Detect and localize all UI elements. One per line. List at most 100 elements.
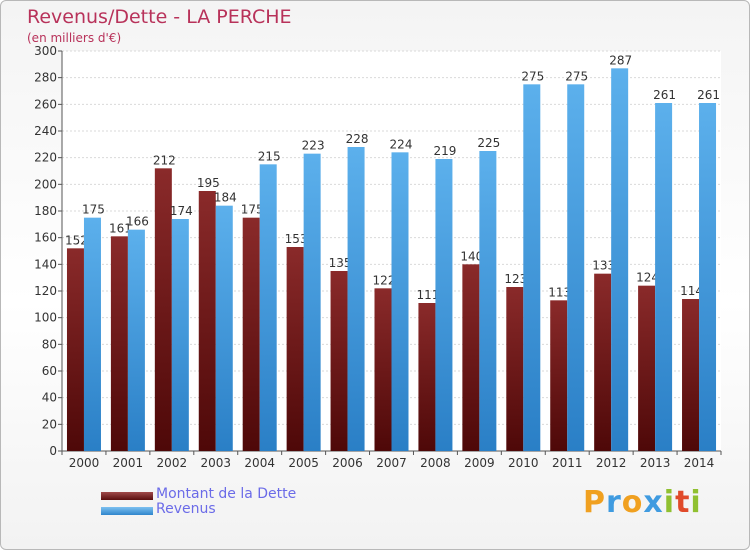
data-label-dette: 175 — [241, 203, 264, 217]
data-label-revenus: 184 — [214, 191, 237, 205]
y-tick-label: 300 — [34, 44, 57, 58]
bar-dette — [418, 303, 436, 451]
data-label-dette: 123 — [504, 272, 527, 286]
x-tick-label: 2013 — [640, 456, 671, 470]
y-tick-label: 60 — [42, 364, 57, 378]
bar-revenus — [391, 152, 409, 452]
x-tick-label: 2010 — [508, 456, 539, 470]
y-tick-label: 180 — [34, 204, 57, 218]
bar-dette — [550, 300, 568, 451]
bar-revenus — [83, 217, 101, 451]
data-label-dette: 212 — [153, 153, 176, 167]
bar-revenus — [655, 103, 673, 451]
bar-revenus — [611, 68, 629, 451]
bar-revenus — [347, 147, 365, 451]
data-label-revenus: 224 — [390, 137, 413, 151]
y-tick-label: 140 — [34, 257, 57, 271]
y-tick-label: 120 — [34, 284, 57, 298]
y-tick-label: 240 — [34, 124, 57, 138]
data-label-dette: 195 — [197, 176, 220, 190]
y-tick-label: 0 — [49, 444, 57, 458]
bar-dette — [330, 271, 348, 451]
chart-title: Revenus/Dette - LA PERCHE — [27, 6, 292, 28]
y-tick-label: 260 — [34, 97, 57, 111]
x-tick-label: 2003 — [200, 456, 231, 470]
y-tick-label: 100 — [34, 311, 57, 325]
data-label-dette: 111 — [416, 288, 439, 302]
bar-revenus — [435, 159, 453, 451]
x-tick-label: 2014 — [684, 456, 715, 470]
bar-dette — [286, 247, 304, 451]
x-tick-label: 2006 — [332, 456, 363, 470]
bar-dette — [242, 217, 260, 451]
x-tick-label: 2012 — [596, 456, 627, 470]
bar-revenus — [699, 103, 717, 451]
logo-letter: i — [663, 485, 676, 520]
data-label-revenus: 275 — [565, 69, 588, 83]
bar-dette — [66, 248, 84, 451]
legend-swatch-revenus — [101, 507, 153, 515]
x-tick-label: 2002 — [157, 456, 188, 470]
legend-swatch-dette — [101, 492, 153, 500]
data-label-revenus: 261 — [697, 88, 720, 102]
y-tick-label: 40 — [42, 391, 57, 405]
y-tick-label: 280 — [34, 71, 57, 85]
data-label-revenus: 261 — [653, 88, 676, 102]
logo-letter: x — [643, 485, 664, 520]
data-label-revenus: 215 — [258, 149, 281, 163]
chart-subtitle: (en milliers d'€) — [27, 31, 122, 45]
x-tick-label: 2011 — [552, 456, 583, 470]
x-tick-label: 2009 — [464, 456, 495, 470]
logo-letter: P — [583, 485, 606, 520]
y-tick-label: 220 — [34, 151, 57, 165]
data-label-dette: 122 — [373, 273, 396, 287]
data-label-dette: 161 — [109, 221, 132, 235]
x-tick-label: 2001 — [113, 456, 144, 470]
bar-dette — [198, 191, 216, 451]
bar-dette — [506, 287, 524, 451]
logo-letter: o — [621, 485, 644, 520]
bar-dette — [110, 236, 128, 451]
proxiti-logo: Proxiti — [583, 485, 702, 520]
bar-revenus — [567, 84, 585, 451]
data-label-revenus: 228 — [346, 132, 369, 146]
data-label-revenus: 223 — [302, 139, 325, 153]
data-label-dette: 124 — [636, 271, 659, 285]
data-label-revenus: 219 — [433, 144, 456, 158]
logo-letter: i — [690, 485, 702, 520]
y-tick-label: 20 — [42, 417, 57, 431]
bar-dette — [682, 299, 700, 451]
data-label-dette: 133 — [592, 259, 615, 273]
bar-revenus — [259, 164, 277, 452]
bar-revenus — [215, 205, 233, 451]
bar-revenus — [303, 153, 321, 451]
x-tick-label: 2005 — [288, 456, 319, 470]
data-label-dette: 135 — [329, 256, 352, 270]
y-tick-label: 160 — [34, 231, 57, 245]
logo-letter: r — [606, 485, 622, 520]
bar-dette — [638, 285, 656, 451]
data-label-revenus: 275 — [521, 69, 544, 83]
legend-label-dette: Montant de la Dette — [156, 486, 297, 502]
data-label-dette: 153 — [285, 232, 308, 246]
bar-revenus — [523, 84, 541, 451]
x-tick-label: 2008 — [420, 456, 451, 470]
data-label-revenus: 174 — [170, 204, 193, 218]
bar-dette — [594, 273, 612, 451]
data-label-revenus: 175 — [82, 203, 105, 217]
bar-revenus — [479, 151, 497, 451]
y-tick-label: 80 — [42, 337, 57, 351]
bar-revenus — [171, 219, 189, 451]
data-label-dette: 140 — [460, 249, 483, 263]
x-tick-label: 2004 — [244, 456, 275, 470]
legend-label-revenus: Revenus — [156, 501, 216, 517]
data-label-revenus: 225 — [477, 136, 500, 150]
logo-letter: t — [675, 485, 691, 520]
bar-revenus — [127, 229, 145, 451]
bar-dette — [154, 168, 172, 452]
bar-dette — [462, 264, 480, 451]
x-tick-label: 2000 — [69, 456, 100, 470]
y-tick-label: 200 — [34, 177, 57, 191]
